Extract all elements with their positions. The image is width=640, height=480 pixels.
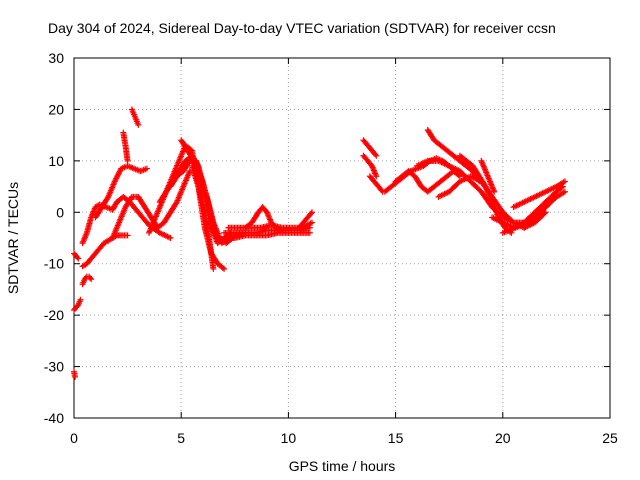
x-axis-label: GPS time / hours	[289, 458, 396, 474]
y-tick-label: -40	[44, 410, 64, 426]
data-point	[74, 303, 81, 310]
y-tick-label: 0	[56, 204, 64, 220]
series-seg-q	[221, 229, 313, 241]
data-point	[373, 152, 380, 159]
series-seg-s	[242, 204, 285, 234]
data-point	[72, 373, 79, 380]
data-point	[306, 229, 313, 236]
series-seg-b	[71, 250, 82, 262]
series-seg-c	[71, 368, 79, 380]
data-point	[491, 188, 498, 195]
series-seg-a	[71, 296, 84, 313]
data-point	[135, 121, 142, 128]
x-tick-label: 15	[388, 430, 404, 446]
y-tick-label: -10	[44, 256, 64, 272]
data-point	[167, 235, 174, 241]
plot-frame	[73, 57, 611, 419]
chart-title: Day 304 of 2024, Sidereal Day-to-day VTE…	[48, 20, 556, 36]
series-seg-n	[178, 137, 236, 247]
series-seg-i	[128, 106, 142, 128]
y-tick-label: 30	[48, 50, 64, 66]
series-seg-h	[120, 129, 131, 164]
data-point	[75, 255, 82, 262]
series-seg-e	[79, 232, 131, 270]
data-point	[143, 165, 150, 172]
series-seg-v	[360, 152, 380, 180]
data-point	[124, 157, 131, 164]
data-point	[373, 173, 380, 180]
series-seg-af	[510, 178, 568, 211]
series-seg-j	[109, 168, 193, 241]
data-point	[561, 178, 568, 185]
data-point	[77, 296, 84, 303]
data-point	[525, 219, 532, 226]
y-tick-label: -30	[44, 359, 64, 375]
data-point	[372, 151, 379, 158]
data-point	[308, 219, 315, 226]
series-seg-ad	[478, 157, 498, 195]
y-tick-label: -20	[44, 307, 64, 323]
series-seg-u	[360, 137, 380, 159]
data-point	[307, 210, 314, 217]
y-axis-label: SDTVAR / TECUs	[5, 182, 21, 294]
axis-ticks: 0 5 10 15 20 25 -40 -30 -20 -10 0 10 20 30	[44, 50, 618, 446]
data-point	[210, 265, 217, 272]
x-tick-label: 20	[495, 430, 511, 446]
series-seg-t	[296, 209, 315, 231]
series-seg-d	[79, 273, 95, 288]
data-point	[88, 276, 95, 283]
data-point	[74, 254, 81, 261]
x-tick-label: 0	[70, 430, 78, 446]
y-tick-label: 10	[48, 153, 64, 169]
data-point	[219, 264, 226, 271]
y-tick-label: 20	[48, 101, 64, 117]
data-point	[278, 227, 285, 234]
data-point	[561, 188, 568, 195]
series-seg-g	[92, 163, 150, 221]
data-point	[308, 209, 315, 216]
data-point	[87, 274, 94, 281]
series-seg-o	[188, 163, 217, 272]
x-tick-label: 10	[281, 430, 297, 446]
data-point	[124, 232, 131, 239]
x-tick-label: 25	[602, 430, 618, 446]
grid-lines	[74, 58, 610, 418]
x-tick-label: 5	[177, 430, 185, 446]
data-series	[71, 106, 568, 380]
series-seg-ah	[499, 219, 532, 236]
data-point	[221, 265, 228, 272]
